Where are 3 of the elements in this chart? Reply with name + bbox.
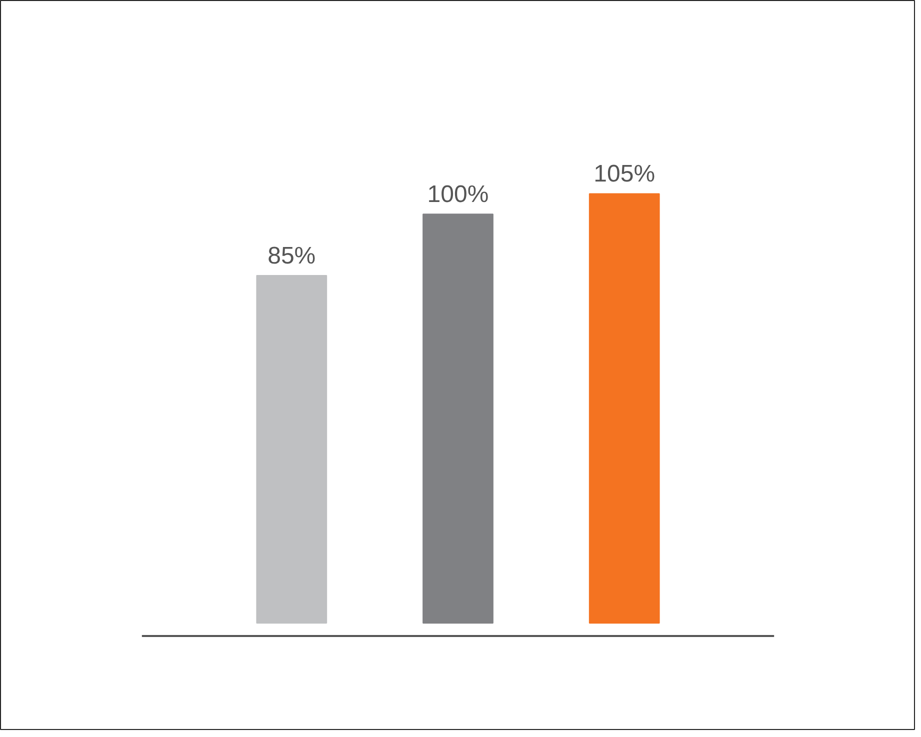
data-label: 105% (594, 160, 656, 188)
data-label: 100% (427, 181, 489, 208)
data-label: 85% (268, 242, 316, 270)
